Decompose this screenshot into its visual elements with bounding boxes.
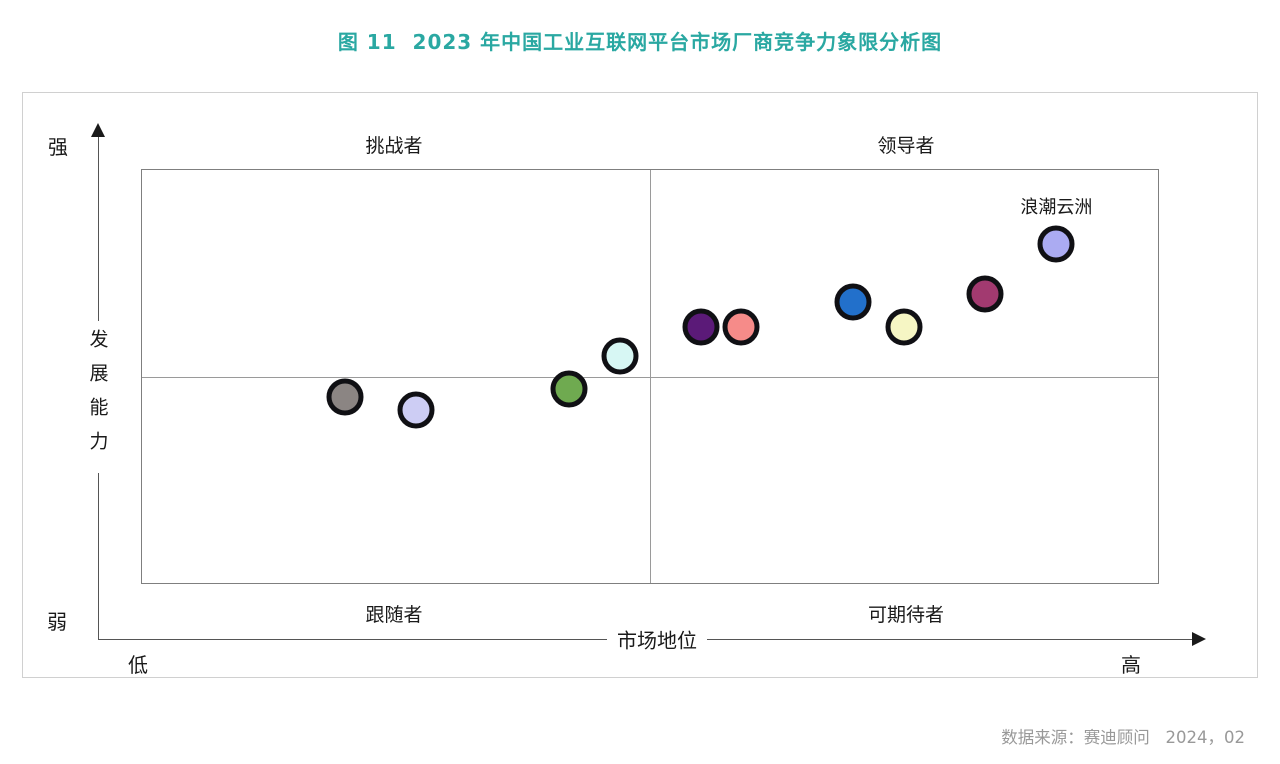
data-point-7: [834, 283, 872, 321]
y-axis-max-label: 强: [48, 135, 68, 159]
data-point-6: [722, 308, 760, 346]
plot-area: 浪潮云洲: [141, 169, 1159, 584]
data-point-4: [601, 337, 639, 375]
quadrant-label-expectables: 可期待者: [867, 604, 945, 626]
y-axis-title: 发展能力: [84, 321, 112, 473]
y-axis-arrow-icon: [91, 123, 105, 137]
data-point-浪潮云洲: [1037, 225, 1075, 263]
data-point-3: [550, 370, 588, 408]
figure-title: 图 11 2023 年中国工业互联网平台市场厂商竞争力象限分析图: [337, 30, 943, 54]
data-point-1: [326, 378, 364, 416]
y-axis-min-label: 弱: [47, 610, 67, 634]
quadrant-label-challengers: 挑战者: [365, 135, 423, 157]
x-axis-min-label: 低: [128, 653, 148, 677]
quadrant-label-leaders: 领导者: [877, 135, 935, 157]
x-axis-max-label: 高: [1121, 653, 1141, 677]
data-point-8: [885, 308, 923, 346]
data-point-label: 浪潮云洲: [1020, 197, 1093, 219]
data-point-9: [966, 275, 1004, 313]
chart-card: 挑战者 领导者 跟随者 可期待者 强 弱 低 高 发展能力 市场地位 浪潮云洲: [22, 92, 1258, 678]
x-axis-arrow-icon: [1192, 632, 1206, 646]
data-source-note: 数据来源：赛迪顾问 2024，02: [1001, 728, 1245, 747]
x-axis-title: 市场地位: [607, 624, 707, 654]
data-point-2: [397, 391, 435, 429]
quadrant-label-followers: 跟随者: [365, 604, 423, 626]
quadrant-horizontal-divider: [142, 376, 1158, 378]
data-point-5: [682, 308, 720, 346]
